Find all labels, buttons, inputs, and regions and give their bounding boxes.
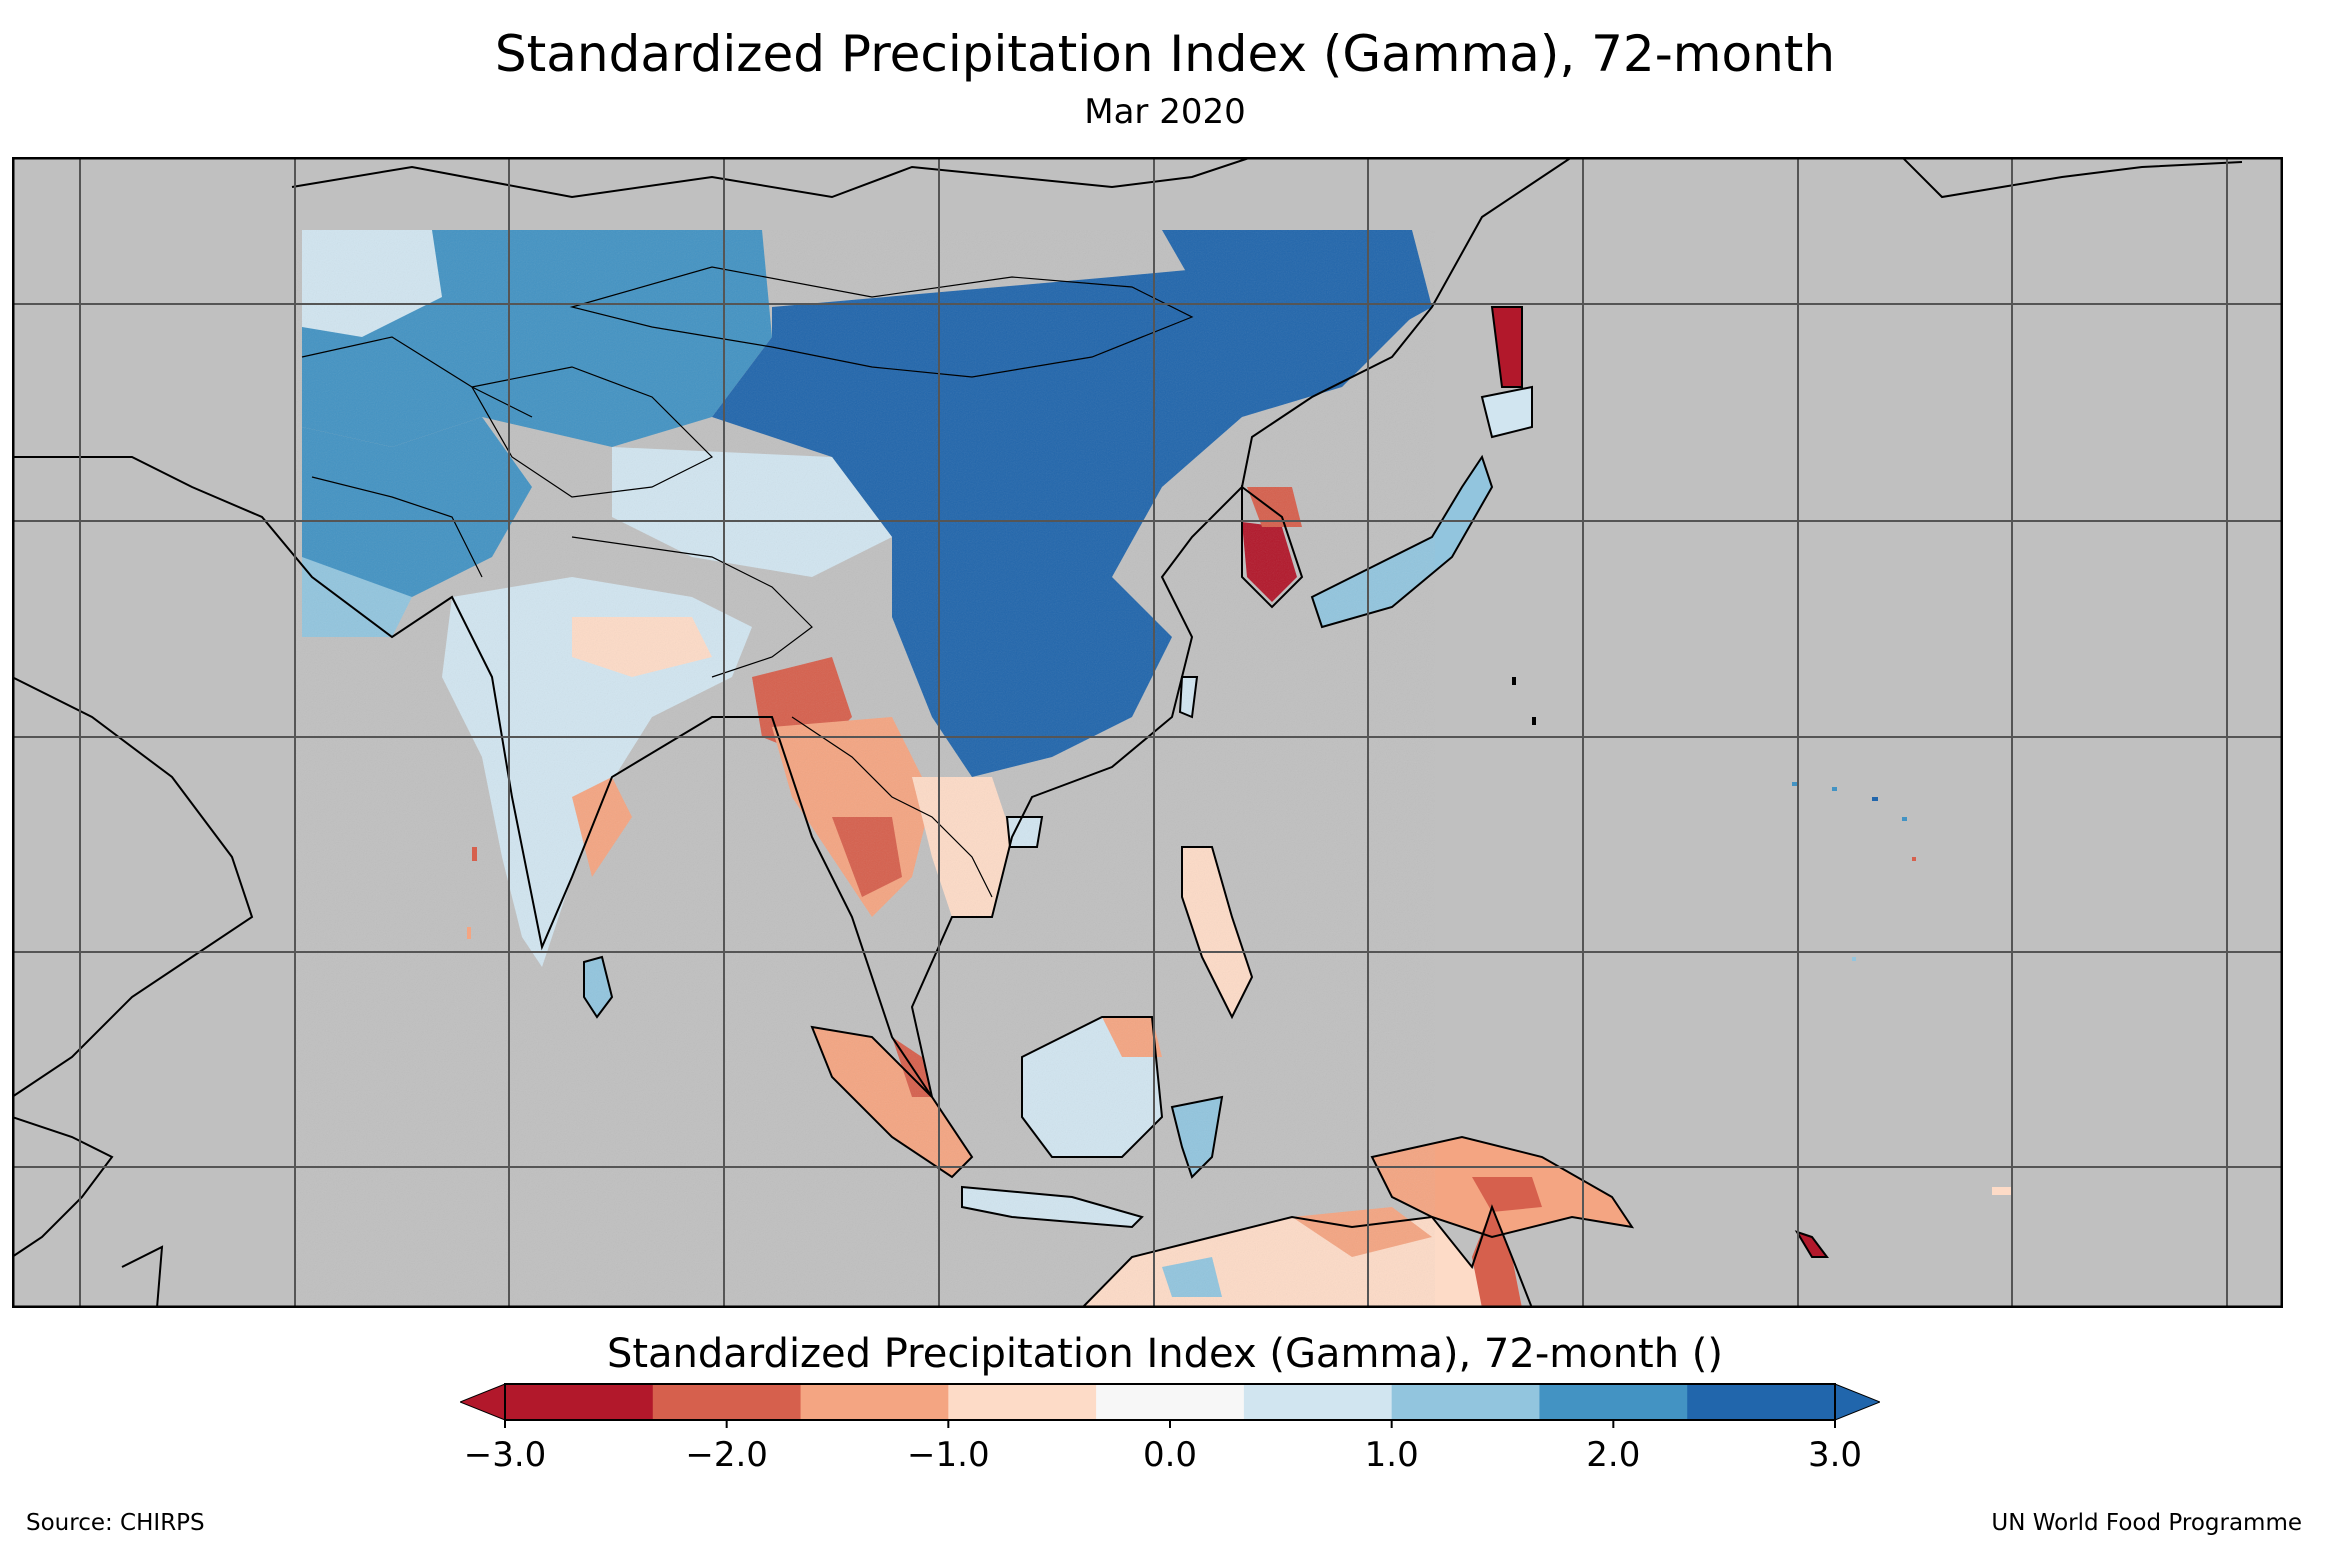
coast-korea [1241,485,1304,609]
colorbar-bin [652,1384,802,1420]
map-title: Standardized Precipitation Index (Gamma)… [494,25,1836,83]
coast-russia-north [291,157,1253,199]
colorbar-bin [1391,1384,1540,1420]
pacific-islands [467,677,2012,1195]
colorbar-max-extend [1834,1383,1882,1421]
island-mark [1872,797,1878,801]
coast-java [961,1185,1144,1229]
coast-japan [1310,454,1494,629]
source-label: Source: CHIRPS [26,1510,205,1536]
colorbar-tick-label: −1.0 [907,1435,990,1475]
coast-sakhalin [1490,306,1523,388]
coast-sri-lanka [583,955,614,1019]
coast-philippines [1181,846,1254,1020]
colorbar-tick-label: −3.0 [464,1435,547,1475]
map-subtitle: Mar 2020 [1084,92,1246,132]
colorbar-tick-label: 1.0 [1365,1435,1419,1475]
coast-borneo [1021,1016,1164,1158]
spi-map [12,157,2283,1308]
island-mark [1902,817,1907,821]
colorbar-svg: −3.0 −2.0 −1.0 0.0 1.0 2.0 3.0 [458,1383,1882,1475]
island-mark [1512,677,1516,685]
spi-texture [295,230,1435,1308]
colorbar-tick-label: −2.0 [685,1435,768,1475]
coast-new-caledonia [1794,1230,1829,1258]
coast-australia [1081,1204,1533,1308]
colorbar-bin [1687,1384,1836,1420]
island-mark [1832,787,1837,791]
border-mongolia [569,266,1194,378]
coast-madagascar [121,1245,164,1308]
colorbar-title: Standardized Precipitation Index (Gamma)… [606,1331,1724,1377]
coast-kamchatka [1901,157,2243,199]
border-china-west [471,366,714,498]
map-border [12,157,2283,1308]
colorbar: −3.0 −2.0 −1.0 0.0 1.0 2.0 3.0 [458,1382,1882,1482]
coast-africa-horn [12,1116,114,1258]
colorbar-bin [1096,1384,1245,1420]
border-indochina [791,716,993,898]
coast-taiwan [1178,676,1199,719]
colorbar-bin [948,1384,1097,1420]
colorbar-min-extend [458,1383,506,1421]
region-new-caledonia [1797,1232,1827,1257]
island-mark [1912,857,1916,861]
colorbar-bin [1243,1384,1393,1420]
colorbar-tick-label: 2.0 [1586,1435,1640,1475]
island-mark [1852,957,1856,961]
credit-label: UN World Food Programme [1991,1510,2302,1536]
island-mark [467,927,471,939]
map-canvas [12,157,2283,1308]
colorbar-bin [800,1384,949,1420]
border-iran [311,476,483,578]
region-hokkaido [1482,387,1532,437]
island-mark [1992,1187,2012,1195]
coast-hokkaido [1480,385,1533,439]
region-new-guinea-red [1472,1177,1542,1212]
colorbar-tick-label: 3.0 [1808,1435,1862,1475]
colorbar-bin [1539,1384,1688,1420]
colorbar-bin [505,1384,654,1420]
island-mark [1792,782,1798,786]
border-kazakh [301,336,533,418]
coast-hainan [1005,816,1044,848]
coast-new-guinea [1370,1135,1635,1239]
island-mark [472,847,477,861]
border-india-nepal [571,536,813,678]
country-borders [301,266,1194,898]
island-mark [1532,717,1536,725]
colorbar-tick-label: 0.0 [1143,1435,1197,1475]
